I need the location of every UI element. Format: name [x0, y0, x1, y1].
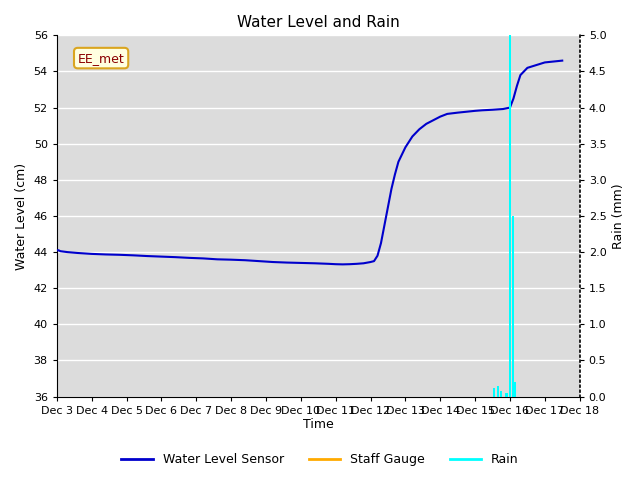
Bar [509, 36, 511, 396]
Legend: Water Level Sensor, Staff Gauge, Rain: Water Level Sensor, Staff Gauge, Rain [116, 448, 524, 471]
Bar [512, 216, 514, 396]
Bar [514, 382, 516, 396]
Y-axis label: Rain (mm): Rain (mm) [612, 183, 625, 249]
Bar [506, 393, 508, 396]
X-axis label: Time: Time [303, 419, 333, 432]
Bar [497, 386, 499, 396]
Title: Water Level and Rain: Water Level and Rain [237, 15, 399, 30]
Text: EE_met: EE_met [77, 51, 125, 65]
Bar [500, 391, 502, 396]
Bar [493, 388, 495, 396]
Y-axis label: Water Level (cm): Water Level (cm) [15, 162, 28, 270]
